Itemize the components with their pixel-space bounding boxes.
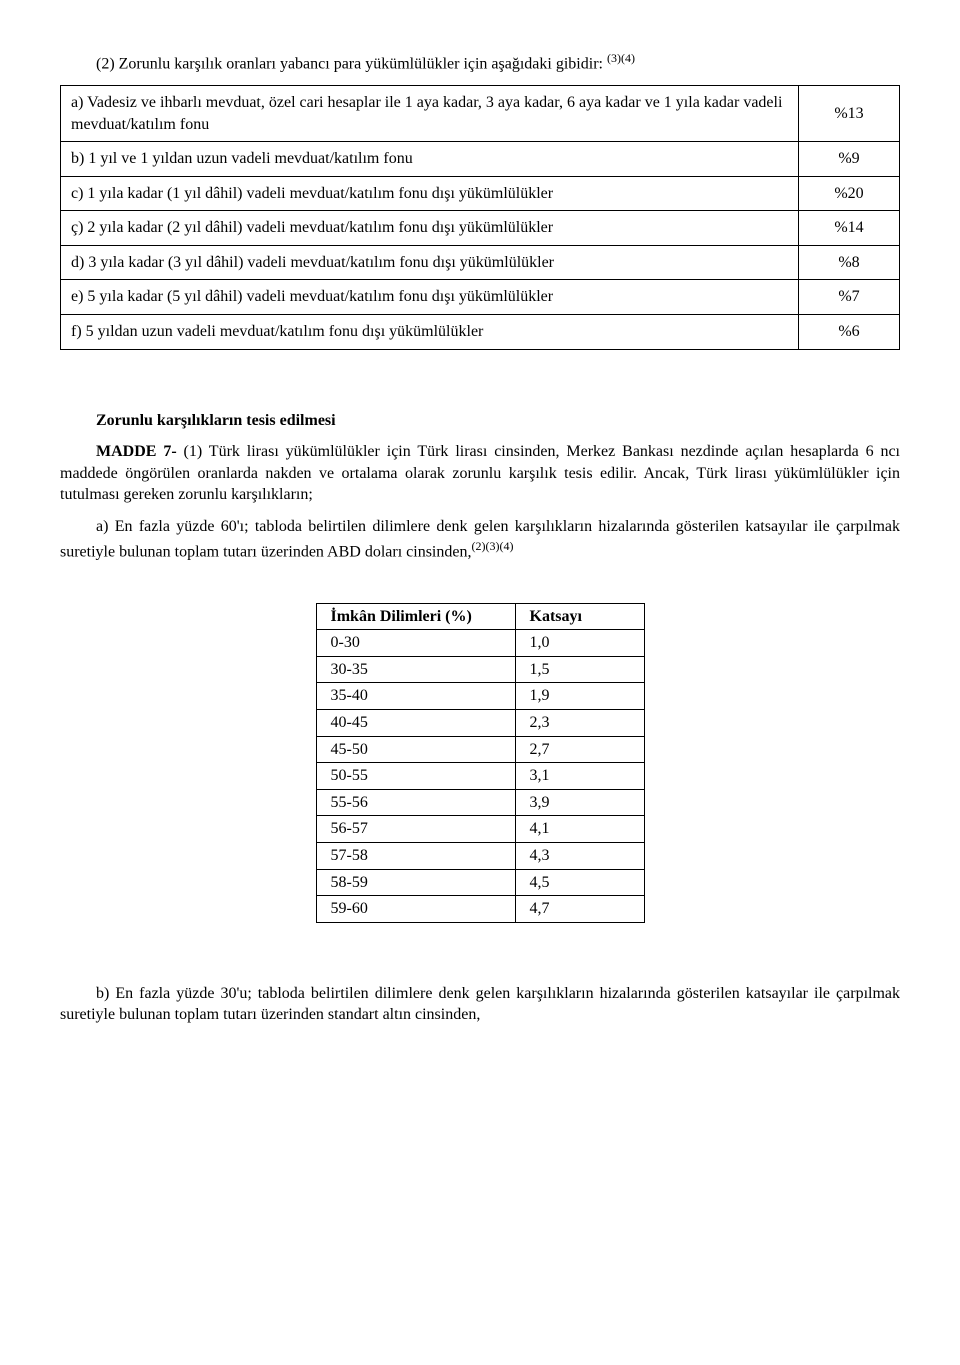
coefficient-cell: 3,1	[515, 763, 644, 790]
coefficient-cell: 3,9	[515, 789, 644, 816]
rate-label: f) 5 yıldan uzun vadeli mevduat/katılım …	[61, 315, 799, 350]
madde7-lead: MADDE 7-	[96, 443, 177, 460]
table-row: 59-604,7	[316, 896, 644, 923]
rates-table: a) Vadesiz ve ihbarlı mevduat, özel cari…	[60, 85, 900, 350]
intro-paragraph: (2) Zorunlu karşılık oranları yabancı pa…	[60, 50, 900, 75]
range-cell: 57-58	[316, 842, 515, 869]
rate-label: b) 1 yıl ve 1 yıldan uzun vadeli mevduat…	[61, 142, 799, 177]
range-cell: 58-59	[316, 869, 515, 896]
table-row: 50-553,1	[316, 763, 644, 790]
table-row: c) 1 yıla kadar (1 yıl dâhil) vadeli mev…	[61, 176, 900, 211]
table-row: f) 5 yıldan uzun vadeli mevduat/katılım …	[61, 315, 900, 350]
range-cell: 50-55	[316, 763, 515, 790]
coefficient-cell: 1,5	[515, 656, 644, 683]
rate-label: d) 3 yıla kadar (3 yıl dâhil) vadeli mev…	[61, 245, 799, 280]
intro-sup: (3)(4)	[607, 51, 635, 65]
range-cell: 55-56	[316, 789, 515, 816]
rate-label: a) Vadesiz ve ihbarlı mevduat, özel cari…	[61, 85, 799, 141]
table-row: b) 1 yıl ve 1 yıldan uzun vadeli mevduat…	[61, 142, 900, 177]
coefficient-cell: 1,9	[515, 683, 644, 710]
range-cell: 30-35	[316, 656, 515, 683]
table-row: 40-452,3	[316, 709, 644, 736]
section-heading: Zorunlu karşılıkların tesis edilmesi	[60, 410, 900, 432]
paragraph-b: b) En fazla yüzde 30'u; tabloda belirtil…	[60, 983, 900, 1026]
rate-label: ç) 2 yıla kadar (2 yıl dâhil) vadeli mev…	[61, 211, 799, 246]
range-cell: 0-30	[316, 630, 515, 657]
coefficient-cell: 4,5	[515, 869, 644, 896]
paragraph-a: a) En fazla yüzde 60'ı; tabloda belirtil…	[60, 516, 900, 563]
coefficient-cell: 1,0	[515, 630, 644, 657]
rate-value: %7	[799, 280, 900, 315]
rate-value: %6	[799, 315, 900, 350]
table-row: 0-301,0	[316, 630, 644, 657]
table-row: d) 3 yıla kadar (3 yıl dâhil) vadeli mev…	[61, 245, 900, 280]
table-row: 45-502,7	[316, 736, 644, 763]
intro-text: (2) Zorunlu karşılık oranları yabancı pa…	[96, 55, 607, 72]
rate-value: %9	[799, 142, 900, 177]
range-cell: 56-57	[316, 816, 515, 843]
coefficient-cell: 2,3	[515, 709, 644, 736]
rate-value: %13	[799, 85, 900, 141]
table-row: 30-351,5	[316, 656, 644, 683]
table-row: ç) 2 yıla kadar (2 yıl dâhil) vadeli mev…	[61, 211, 900, 246]
coefficient-cell: 4,3	[515, 842, 644, 869]
table-row: a) Vadesiz ve ihbarlı mevduat, özel cari…	[61, 85, 900, 141]
madde7-paragraph: MADDE 7- (1) Türk lirası yükümlülükler i…	[60, 441, 900, 506]
coefficient-cell: 4,1	[515, 816, 644, 843]
coefficient-cell: 4,7	[515, 896, 644, 923]
rate-value: %20	[799, 176, 900, 211]
table-row: 57-584,3	[316, 842, 644, 869]
rate-label: e) 5 yıla kadar (5 yıl dâhil) vadeli mev…	[61, 280, 799, 315]
range-cell: 35-40	[316, 683, 515, 710]
madde7-body: (1) Türk lirası yükümlülükler için Türk …	[60, 443, 900, 503]
range-cell: 45-50	[316, 736, 515, 763]
table-row: 35-401,9	[316, 683, 644, 710]
table2-header-0: İmkân Dilimleri (%)	[316, 603, 515, 630]
rate-value: %8	[799, 245, 900, 280]
table-row: 55-563,9	[316, 789, 644, 816]
coefficients-table: İmkân Dilimleri (%) Katsayı 0-301,030-35…	[316, 603, 645, 923]
coefficient-cell: 2,7	[515, 736, 644, 763]
table-row: e) 5 yıla kadar (5 yıl dâhil) vadeli mev…	[61, 280, 900, 315]
rate-value: %14	[799, 211, 900, 246]
paragraph-a-sup: (2)(3)(4)	[471, 539, 513, 553]
table-row: 56-574,1	[316, 816, 644, 843]
rate-label: c) 1 yıla kadar (1 yıl dâhil) vadeli mev…	[61, 176, 799, 211]
range-cell: 40-45	[316, 709, 515, 736]
range-cell: 59-60	[316, 896, 515, 923]
table2-header-1: Katsayı	[515, 603, 644, 630]
table-row: 58-594,5	[316, 869, 644, 896]
